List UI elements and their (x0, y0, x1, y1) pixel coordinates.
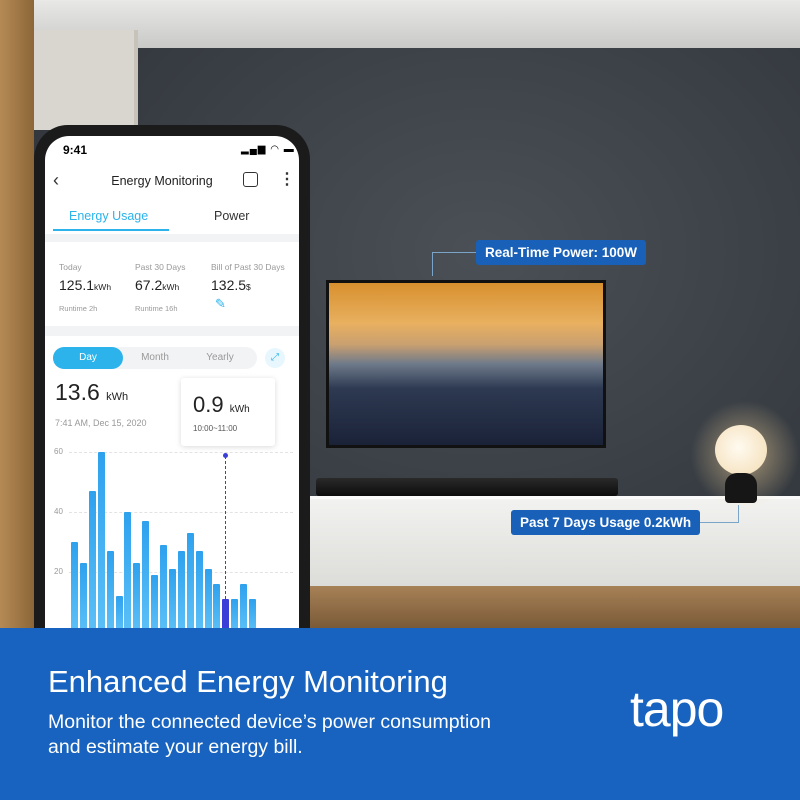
tv-screen (329, 283, 603, 445)
bar[interactable] (142, 521, 150, 632)
bar-selected[interactable] (222, 599, 230, 632)
bar[interactable] (71, 542, 78, 632)
bar[interactable] (97, 452, 105, 632)
bar[interactable] (204, 569, 212, 632)
bar[interactable] (88, 491, 96, 632)
unit: $ (246, 282, 251, 292)
tooltip-unit: kWh (229, 404, 250, 415)
lamp (715, 425, 767, 475)
period-tab-month[interactable]: Month (141, 352, 169, 363)
bar[interactable] (151, 575, 159, 632)
callout-past-7-days-usage: Past 7 Days Usage 0.2kWh (511, 510, 701, 535)
bar[interactable] (124, 512, 132, 632)
banner: Enhanced Energy Monitoring Monitor the c… (0, 628, 800, 800)
total-unit: kWh (106, 391, 129, 403)
chart-tooltip: 0.9 kWh 10:00~11:00 (181, 378, 275, 446)
callout-leader-usage (699, 505, 739, 523)
tab-energy-usage[interactable]: Energy Usage (69, 209, 149, 223)
tooltip-value: 0.9 (193, 392, 224, 417)
callout-leader-power (432, 252, 476, 276)
bookshelf (34, 30, 138, 130)
floor (310, 585, 800, 628)
bar[interactable] (240, 584, 248, 632)
subtitle-line-1: Monitor the connected device’s power con… (48, 711, 491, 733)
tapo-logo: tapo (630, 681, 724, 737)
status-icons: ▂▄▆ ◠ ▬ (241, 144, 295, 155)
bar[interactable] (106, 551, 114, 632)
bar[interactable] (177, 551, 185, 632)
value: 132.5 (211, 277, 247, 293)
stat-30days-runtime: Runtime 16h (135, 304, 178, 313)
divider (45, 326, 299, 336)
bar[interactable] (160, 545, 167, 632)
phone: 9:41 ▂▄▆ ◠ ▬ ‹ Energy Monitoring ⋮ Energ… (34, 125, 310, 685)
bar[interactable] (249, 599, 256, 632)
bar[interactable] (213, 584, 221, 632)
wood-panel (0, 0, 34, 628)
value: 125.1 (59, 277, 95, 293)
status-time: 9:41 (63, 143, 88, 157)
tooltip-value-row: 0.9 kWh (193, 392, 250, 418)
divider (45, 234, 299, 242)
period-tab-yearly[interactable]: Yearly (206, 352, 234, 363)
expand-icon[interactable]: ⤢ (265, 348, 285, 368)
stat-30days-label: Past 30 Days (135, 262, 186, 272)
y-tick-label: 60 (54, 447, 63, 456)
gridline (69, 452, 293, 453)
lamp-base (725, 473, 757, 503)
y-tick-label: 40 (54, 507, 63, 516)
bar[interactable] (186, 533, 194, 632)
phone-screen: 9:41 ▂▄▆ ◠ ▬ ‹ Energy Monitoring ⋮ Energ… (45, 136, 299, 676)
bar[interactable] (168, 569, 176, 632)
stat-today-value: 125.1kWh (59, 277, 111, 293)
subtitle-line-2: and estimate your energy bill. (48, 736, 303, 758)
y-tick-label: 20 (54, 567, 63, 576)
calendar-icon[interactable] (243, 172, 258, 187)
tab-power[interactable]: Power (214, 209, 250, 223)
selection-dot (223, 453, 229, 458)
soundbar (316, 478, 618, 496)
unit: kWh (94, 282, 112, 292)
pencil-icon[interactable]: ✎ (215, 296, 226, 311)
callout-real-time-power: Real-Time Power: 100W (476, 240, 647, 265)
more-options-icon[interactable]: ⋮ (279, 171, 295, 188)
stat-today-runtime: Runtime 2h (59, 304, 98, 313)
bar[interactable] (195, 551, 203, 632)
value: 67.2 (135, 277, 163, 293)
stat-bill-label: Bill of Past 30 Days (211, 262, 285, 272)
bar[interactable] (133, 563, 141, 632)
banner-subtitle: Monitor the connected device’s power con… (48, 710, 491, 760)
stat-today-label: Today (59, 262, 82, 272)
active-tab-indicator (53, 229, 169, 231)
total-timestamp: 7:41 AM, Dec 15, 2020 (55, 418, 147, 428)
bar[interactable] (231, 599, 239, 632)
usage-chart: 60 40 20 (45, 436, 299, 676)
total-usage: 13.6 kWh (55, 379, 128, 406)
stat-bill-value: 132.5$ (211, 277, 251, 293)
unit: kWh (162, 282, 180, 292)
bar[interactable] (115, 596, 123, 632)
back-icon[interactable]: ‹ (53, 170, 59, 190)
stat-30days-value: 67.2kWh (135, 277, 179, 293)
bar[interactable] (79, 563, 87, 632)
television (326, 280, 606, 448)
total-value: 13.6 (55, 379, 100, 405)
selection-line (225, 456, 227, 599)
period-tab-day[interactable]: Day (53, 347, 123, 369)
gridline (69, 512, 293, 513)
tooltip-range: 10:00~11:00 (193, 424, 238, 433)
banner-title: Enhanced Energy Monitoring (48, 664, 448, 699)
header-title: Energy Monitoring (111, 174, 213, 188)
